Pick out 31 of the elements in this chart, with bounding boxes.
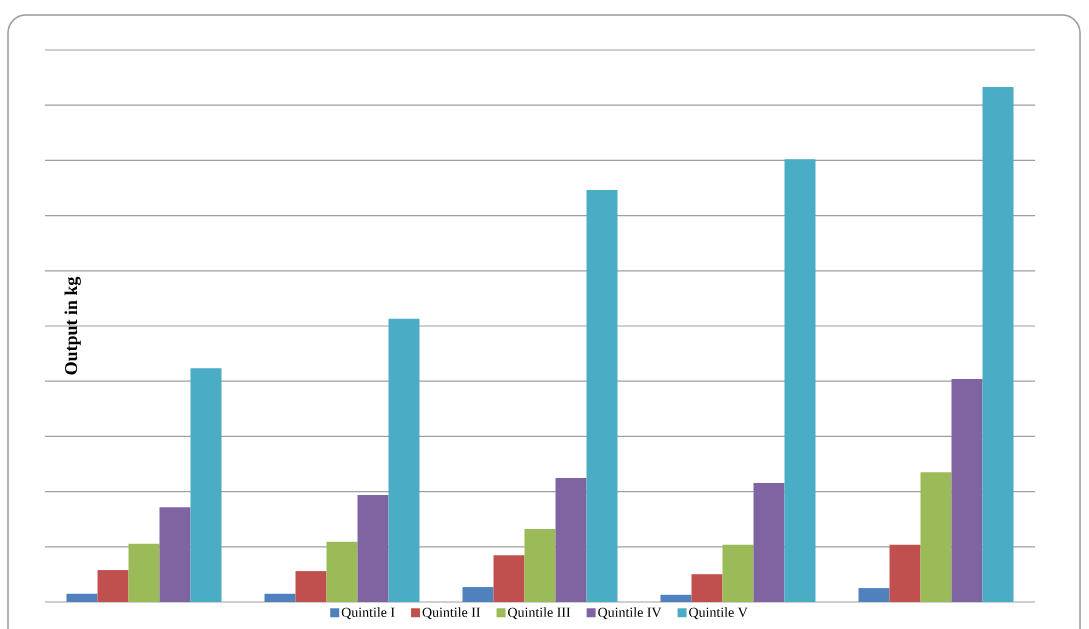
legend-label: Quintile III	[508, 607, 571, 620]
y-axis-title: Output in kg	[64, 276, 81, 375]
bar	[691, 574, 723, 602]
bar	[295, 571, 327, 602]
legend-label: Quintile IV	[598, 607, 662, 620]
bar	[264, 593, 296, 602]
bar	[97, 570, 129, 602]
legend-label: Quintile V	[689, 607, 748, 620]
bar	[951, 379, 983, 602]
bar	[982, 87, 1014, 602]
bar	[128, 543, 160, 602]
legend-label: Quintile I	[341, 607, 395, 620]
bar	[586, 190, 618, 602]
bar	[493, 555, 525, 602]
bar	[555, 477, 587, 602]
bar	[357, 494, 389, 602]
bar	[858, 588, 890, 602]
bar	[753, 483, 785, 602]
bar	[159, 507, 191, 602]
bar	[660, 594, 692, 602]
bar	[388, 318, 420, 602]
bar	[462, 587, 494, 602]
bar	[326, 541, 358, 602]
bar	[920, 472, 952, 602]
bar	[190, 368, 222, 602]
bar	[66, 593, 98, 602]
bar	[722, 544, 754, 602]
legend-label: Quintile II	[422, 607, 481, 620]
bar	[784, 159, 816, 602]
bar	[524, 528, 556, 602]
bar	[889, 544, 921, 602]
